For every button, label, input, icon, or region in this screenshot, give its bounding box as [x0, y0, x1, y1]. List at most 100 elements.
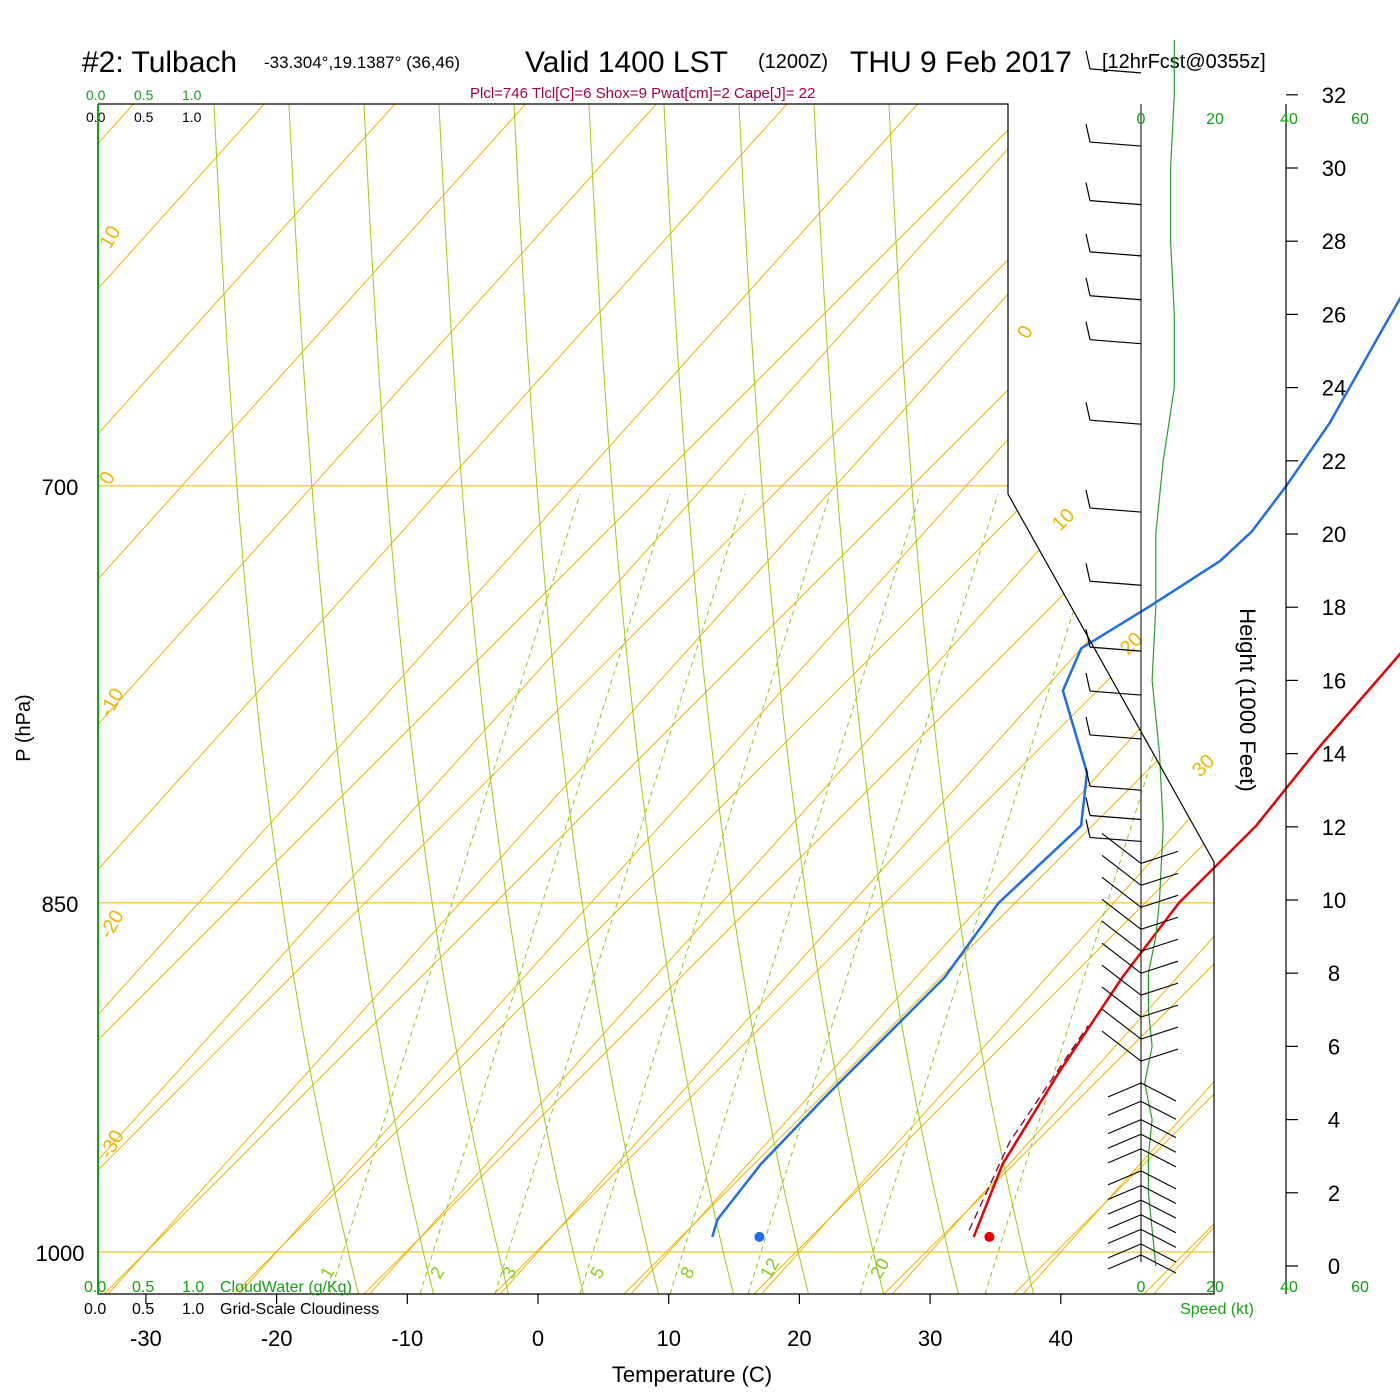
wind-barb	[1140, 1004, 1179, 1018]
dry-adiabat-line	[357, 109, 1214, 1294]
height-tick-label: 6	[1328, 1034, 1340, 1059]
cloudwater-label: CloudWater (g/Kg)	[220, 1279, 352, 1296]
pressure-tick-label: 1000	[36, 1241, 85, 1266]
speed-tick: 20	[1206, 111, 1224, 128]
mixing-ratio-line	[579, 493, 831, 1294]
isotherm-line	[876, 104, 1214, 1294]
isotherm-label: 10	[1048, 504, 1079, 535]
x-tick-label: 20	[787, 1326, 811, 1351]
station-coords: -33.304°,19.1387° (36,46)	[264, 53, 460, 72]
mixing-ratio-line	[669, 493, 921, 1294]
forecast-date: THU 9 Feb 2017	[850, 46, 1072, 79]
wind-barb	[1101, 898, 1142, 930]
mixing-ratio-line	[419, 493, 671, 1294]
height-tick-label: 20	[1322, 522, 1346, 547]
top-cloudwater-scale: 0.0 0.5 1.0	[86, 87, 202, 103]
isotherm-line	[353, 104, 1214, 1294]
wind-barb	[1089, 580, 1142, 586]
height-tick-label: 18	[1322, 595, 1346, 620]
height-tick-label: 0	[1328, 1254, 1340, 1279]
wind-barb	[1089, 339, 1142, 345]
cloudiness-label: Grid-Scale Cloudiness	[220, 1301, 379, 1318]
isotherm-label: 0	[1013, 322, 1038, 343]
wind-barb	[1140, 850, 1179, 864]
dry-adiabat-line	[617, 109, 1214, 1294]
pressure-tick-label: 700	[42, 475, 79, 500]
dewpoint-line	[711, 296, 1400, 1238]
height-tick-label: 4	[1328, 1108, 1340, 1133]
temperature-line	[972, 652, 1400, 1238]
wind-barb-flag	[1085, 768, 1091, 787]
x-tick-label: -30	[130, 1326, 162, 1351]
wind-barb	[1101, 942, 1142, 974]
wind-barb	[1089, 507, 1142, 513]
wind-barb	[1140, 1100, 1177, 1120]
moist-adiabat-line	[738, 104, 886, 1294]
station-title: #2: Tulbach	[82, 46, 237, 79]
height-tick-label: 24	[1322, 376, 1346, 401]
sounding-profiles	[711, 296, 1400, 1242]
speed-tick: 60	[1351, 111, 1369, 128]
isotherm-label: -10	[95, 684, 129, 720]
height-tick-label: 12	[1322, 815, 1346, 840]
speed-scale-bottom: 0 20 40 60 Speed (kt)	[1137, 1279, 1369, 1318]
isotherm-label: -20	[95, 906, 129, 942]
wind-barb	[1107, 1133, 1142, 1149]
x-tick-label: -10	[391, 1326, 423, 1351]
speed-tick: 60	[1351, 1279, 1369, 1296]
wind-barb	[1089, 295, 1142, 301]
pressure-tick-label: 850	[42, 892, 79, 917]
moist-adiabat-line	[438, 104, 586, 1294]
wind-barb	[1140, 916, 1179, 930]
mixing-ratio-line	[494, 493, 746, 1294]
wind-barb	[1101, 1030, 1142, 1062]
wind-barb	[1089, 200, 1142, 206]
height-tick-label: 22	[1322, 449, 1346, 474]
wind-barb-flag	[1085, 489, 1091, 509]
wind-barb	[1140, 1026, 1179, 1040]
wind-barb	[1107, 1243, 1142, 1259]
parcel-path	[968, 1025, 1089, 1231]
wind-barb-flag	[1085, 819, 1091, 838]
height-tick-label: 30	[1322, 156, 1346, 181]
wind-barb	[1107, 1082, 1142, 1098]
moist-adiabat-line	[288, 104, 436, 1294]
axes: -30-20-100102030402503004005007008501000…	[36, 83, 1347, 1351]
dry-adiabat-line	[1007, 109, 1214, 1294]
bottom-green-tick: 0.0	[84, 1279, 106, 1296]
moist-adiabat-line	[363, 104, 511, 1294]
indices-line: Plcl=746 Tlcl[C]=6 Shox=9 Pwat[cm]=2 Cap…	[470, 85, 815, 102]
wind-barb-flag	[1085, 716, 1091, 736]
surface-temp-dot	[984, 1231, 995, 1242]
wind-barb	[1107, 1254, 1142, 1270]
wind-barb	[1107, 1228, 1142, 1244]
isotherm-line	[222, 104, 1214, 1294]
x-tick-label: -20	[261, 1326, 293, 1351]
wind-barb	[1101, 1008, 1142, 1040]
wind-barb-flag	[1085, 123, 1091, 143]
top-cloudiness-scale: 0.0 0.5 1.0	[86, 109, 202, 125]
wind-barb	[1089, 141, 1142, 147]
wind-panel	[1085, 39, 1179, 1274]
top-black-tick: 0.5	[134, 109, 154, 125]
top-black-tick: 0.0	[86, 109, 106, 125]
moist-adiabat-line	[213, 104, 361, 1294]
top-green-tick: 0.0	[86, 87, 106, 103]
bottom-cloudwater-scale: 0.0 0.5 1.0 CloudWater (g/Kg)	[84, 1279, 352, 1296]
wind-barb	[1089, 419, 1142, 425]
wind-barb-flag	[1085, 233, 1091, 252]
isotherm-line	[484, 104, 1214, 1294]
moist-adiabat-line	[663, 104, 811, 1294]
mixing-ratio-line	[984, 493, 1214, 1294]
dry-adiabat-line	[747, 109, 1214, 1294]
dry-adiabat-line	[487, 109, 1214, 1294]
wind-barb	[1140, 1119, 1177, 1139]
height-tick-label: 32	[1322, 83, 1346, 108]
wind-barb	[1089, 785, 1142, 791]
isotherm-line	[614, 104, 1214, 1294]
moist-adiabat-line	[888, 104, 1036, 1294]
